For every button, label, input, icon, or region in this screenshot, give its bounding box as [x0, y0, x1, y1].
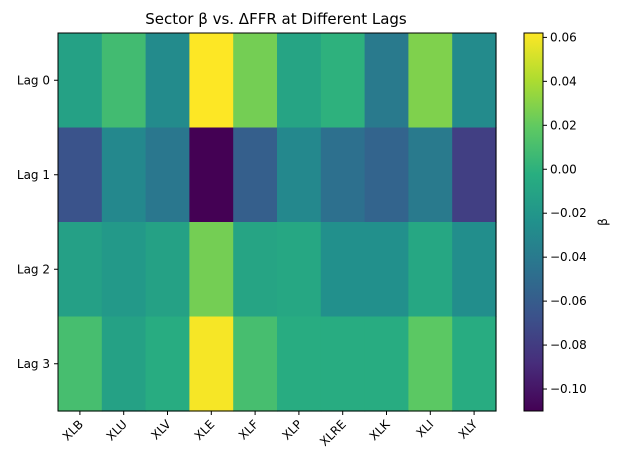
plot-frame: [57, 32, 497, 412]
heatmap-cell: [189, 127, 234, 223]
heatmap-cell: [145, 222, 190, 318]
heatmap-cell: [145, 316, 190, 412]
heatmap-cell: [101, 127, 147, 223]
colorbar-tick-label: 0.00: [550, 162, 577, 176]
heatmap-cell: [452, 222, 497, 318]
x-tick-label: XLK: [367, 416, 394, 443]
heatmap-cell: [320, 127, 366, 223]
heatmap-cell: [364, 316, 409, 412]
heatmap-cell: [408, 127, 453, 223]
heatmap-cell: [320, 316, 366, 412]
y-axis: Lag 0 Lag 1 Lag 2 Lag 3: [17, 73, 58, 371]
heatmap-cell: [452, 127, 497, 223]
y-tick-label: Lag 2: [17, 262, 50, 276]
heatmap-cell: [189, 222, 234, 318]
x-tick-label: XLU: [104, 417, 130, 443]
heatmap-cell: [101, 316, 147, 412]
heatmap-cell: [58, 222, 103, 318]
heatmap-cell: [189, 33, 234, 129]
colorbar-tick-label: −0.10: [550, 382, 587, 396]
heatmap-cell: [58, 127, 103, 223]
heatmap-cell: [233, 222, 278, 318]
colorbar: [523, 32, 544, 412]
x-tick-label: XLI: [413, 417, 436, 440]
heatmap-cell: [101, 222, 147, 318]
x-axis: XLB XLU XLV XLE XLF XLP XLRE XLK XLI XLY: [60, 411, 481, 449]
chart-title: Sector β vs. ΔFFR at Different Lags: [145, 10, 407, 28]
heatmap-cell: [277, 33, 322, 129]
heatmap-cell: [101, 33, 147, 129]
x-tick-label: XLRE: [317, 417, 349, 449]
heatmap-cell: [452, 33, 497, 129]
heatmap-cell: [58, 33, 103, 129]
colorbar-tick-label: −0.06: [550, 294, 587, 308]
heatmap-cell: [145, 127, 190, 223]
y-tick-label: Lag 3: [17, 357, 50, 371]
y-tick-label: Lag 1: [17, 168, 50, 182]
colorbar-tick-label: −0.02: [550, 206, 587, 220]
heatmap-cells: [58, 33, 497, 412]
x-tick-label: XLF: [236, 417, 261, 442]
heatmap-cell: [145, 33, 190, 129]
heatmap-cell: [408, 33, 453, 129]
heatmap-cell: [189, 316, 234, 412]
colorbar-tick-label: 0.06: [550, 30, 577, 44]
heatmap-cell: [408, 222, 453, 318]
heatmap-cell: [233, 127, 278, 223]
heatmap-cell: [364, 222, 409, 318]
heatmap-cell: [364, 33, 409, 129]
heatmap-cell: [320, 33, 366, 129]
heatmap-cell: [364, 127, 409, 223]
x-tick-label: XLY: [456, 417, 481, 442]
x-tick-label: XLE: [192, 417, 218, 443]
heatmap-cell: [452, 316, 497, 412]
colorbar-tick-label: 0.02: [550, 118, 577, 132]
colorbar-label: β: [596, 218, 610, 226]
colorbar-tick-label: −0.04: [550, 250, 587, 264]
y-tick-label: Lag 0: [17, 73, 50, 87]
heatmap-cell: [277, 316, 322, 412]
heatmap-cell: [408, 316, 453, 412]
colorbar-tick-label: 0.04: [550, 74, 577, 88]
heatmap-cell: [233, 33, 278, 129]
heatmap-cell: [58, 316, 103, 412]
heatmap-cell: [277, 222, 322, 318]
x-tick-label: XLP: [279, 417, 305, 443]
heatmap-cell: [320, 222, 366, 318]
x-tick-label: XLV: [148, 417, 174, 443]
colorbar-tick-label: −0.08: [550, 338, 587, 352]
colorbar-axis: 0.06 0.04 0.02 0.00 −0.02 −0.04 −0.06 −0.08 −0.1…: [543, 30, 587, 396]
x-tick-label: XLB: [60, 417, 86, 443]
heatmap-cell: [277, 127, 322, 223]
heatmap-cell: [233, 316, 278, 412]
